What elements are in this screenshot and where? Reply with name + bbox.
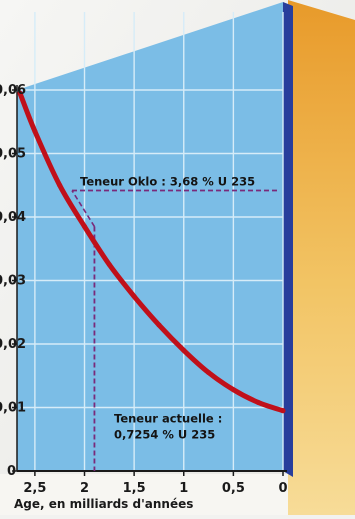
y-tick-label: 0,04: [0, 210, 26, 225]
data-point: [32, 128, 38, 134]
plot-right-edge: [283, 2, 293, 477]
data-point: [255, 399, 261, 405]
data-point: [280, 408, 286, 414]
x-tick-label: 2: [80, 481, 89, 496]
x-tick-label: 1,5: [123, 481, 146, 496]
current-annotation-line2: 0,7254 % U 235: [114, 428, 215, 442]
y-tick-label: 0,01: [0, 401, 26, 416]
plot-background: [17, 2, 283, 471]
annotation-labels: Teneur Oklo : 3,68 % U 235 Teneur actuell…: [80, 175, 255, 442]
oklo-annotation: Teneur Oklo : 3,68 % U 235: [80, 175, 255, 189]
x-axis-label: Age, en milliards d'années: [14, 497, 193, 511]
data-point: [17, 90, 23, 96]
axes: [12, 85, 287, 476]
y-tick-label: 0,05: [0, 147, 26, 162]
grid-lines: [20, 12, 284, 471]
tick-labels: 2,5 2 1,5 1 0,5 0 0,06 0,05 0,04 0,03 0,02 0,01 0: [0, 83, 288, 496]
data-point: [230, 387, 236, 393]
x-tick-label: 0: [278, 481, 287, 496]
data-point: [57, 182, 63, 188]
oklo-leader-line: [71, 190, 96, 227]
data-point: [156, 322, 162, 328]
data-point: [82, 224, 88, 230]
x-tick-label: 2,5: [23, 481, 46, 496]
point-markers: [17, 90, 286, 414]
y-tick-label: 0,02: [0, 337, 26, 352]
y-tick-label: 0,06: [0, 83, 26, 98]
y-tick-label: 0: [7, 464, 16, 479]
current-annotation-line1: Teneur actuelle :: [114, 412, 222, 426]
data-point: [181, 347, 187, 353]
x-tick-label: 0,5: [222, 481, 245, 496]
reference-lines: [71, 189, 280, 471]
data-point: [106, 262, 112, 268]
data-point: [206, 370, 212, 376]
side-panel: [288, 0, 355, 515]
data-point: [131, 293, 137, 299]
y-tick-label: 0,03: [0, 274, 26, 289]
x-tick-label: 1: [179, 481, 188, 496]
x-axis-band: [0, 474, 288, 515]
